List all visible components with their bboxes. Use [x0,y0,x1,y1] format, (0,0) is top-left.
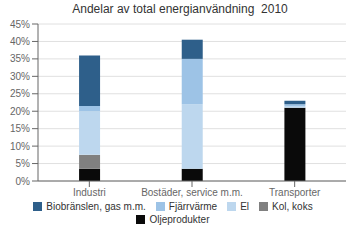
svg-text:25%: 25% [10,88,30,99]
html-text:Andelar av total energianvändn: Andelar av total energianvändning 2010 [72,2,288,16]
svg-text:35%: 35% [10,53,30,64]
svg-text:Bostäder, service m.m.: Bostäder, service m.m. [141,187,243,198]
svg-text:10%: 10% [10,141,30,152]
svg-text:Industri: Industri [73,187,106,198]
svg-text:0%: 0% [16,176,31,187]
html-text:Fjärrvärme: Fjärrvärme [168,201,218,212]
svg-text:20%: 20% [10,106,30,117]
svg-text:Transporter: Transporter [269,187,321,198]
svg-text:30%: 30% [10,71,30,82]
svg-text:40%: 40% [10,36,30,47]
svg-text:15%: 15% [10,123,30,134]
html-text:Biobränslen, gas m.m.: Biobränslen, gas m.m. [46,201,146,212]
svg-text:45%: 45% [10,19,30,30]
svg-text:5%: 5% [16,158,31,169]
html-text:Oljeprodukter: Oljeprodukter [149,214,210,225]
html-text:Kol, koks: Kol, koks [272,201,313,212]
html-text:El: El [240,201,250,212]
